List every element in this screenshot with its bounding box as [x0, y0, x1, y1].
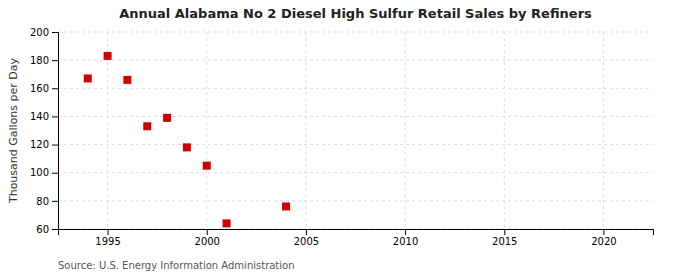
point [282, 202, 290, 210]
axis-line [52, 33, 59, 230]
tick: 2020 [591, 229, 616, 247]
tick-mark [52, 88, 58, 89]
tick-label: 2020 [591, 236, 616, 247]
tick-label: 200 [30, 27, 49, 38]
tick: 1995 [95, 229, 120, 247]
tick: 80 [36, 196, 58, 207]
point [223, 219, 231, 227]
point [123, 76, 131, 84]
grid-line [58, 32, 653, 33]
tick-mark [52, 32, 58, 33]
point [104, 52, 112, 60]
point [143, 122, 151, 130]
tick-label: 180 [30, 55, 49, 66]
point [183, 143, 191, 151]
point [163, 114, 171, 122]
tick-label: 2000 [195, 236, 220, 247]
y-axis: 60 80 100 120 140 160 180 200 [30, 27, 59, 235]
points [84, 52, 290, 227]
tick-mark [52, 60, 58, 61]
tick-mark [52, 173, 58, 174]
grid-line [405, 32, 406, 229]
grid-line [58, 116, 653, 117]
title: Annual Alabama No 2 Diesel High Sulfur R… [119, 6, 592, 21]
tick-mark [52, 229, 58, 230]
tick-mark [405, 229, 406, 235]
tick: 120 [30, 139, 58, 150]
tick: 60 [36, 224, 58, 235]
grid-line [305, 32, 306, 229]
point [203, 162, 211, 170]
tick: 160 [30, 83, 58, 94]
tick-label: 2015 [492, 236, 517, 247]
grid-line [58, 172, 653, 173]
tick-mark [306, 229, 307, 235]
plot: 1995 2000 2005 2010 2015 2020 60 80 100 120 140 160… [30, 27, 654, 247]
grid-line [504, 32, 505, 229]
tick-label: 60 [36, 224, 49, 235]
chart: 1995 2000 2005 2010 2015 2020 60 80 100 120 140 160… [0, 0, 675, 275]
axis-line [59, 230, 654, 236]
tick-mark [52, 145, 58, 146]
tick: 140 [30, 111, 58, 122]
grid-line [603, 32, 604, 229]
tick-label: 1995 [95, 236, 120, 247]
tick: 2010 [393, 229, 418, 247]
tick-mark [52, 201, 58, 202]
tick-label: 140 [30, 111, 49, 122]
tick-label: 2005 [294, 236, 319, 247]
x-axis: 1995 2000 2005 2010 2015 2020 [59, 229, 654, 247]
tick: 100 [30, 167, 58, 178]
tick: 2005 [294, 229, 319, 247]
point [84, 74, 92, 82]
grid [58, 32, 653, 229]
tick-mark [603, 229, 604, 235]
tick: 2015 [492, 229, 517, 247]
tick-mark [108, 229, 109, 235]
tick-label: 120 [30, 139, 49, 150]
tick-mark [504, 229, 505, 235]
tick-label: 80 [36, 196, 49, 207]
tick: 2000 [195, 229, 220, 247]
grid-line [206, 32, 207, 229]
tick-mark [52, 116, 58, 117]
grid-line [58, 200, 653, 201]
tick: 200 [30, 27, 58, 38]
tick-label: 2010 [393, 236, 418, 247]
tick-label: 100 [30, 167, 49, 178]
tick-mark [207, 229, 208, 235]
tick: 180 [30, 55, 58, 66]
annotation: Source: U.S. Energy Information Administ… [58, 260, 295, 271]
grid-line [58, 88, 653, 89]
tick-label: 160 [30, 83, 49, 94]
grid-line [58, 144, 653, 145]
grid-line [107, 32, 108, 229]
y-axis-title: Thousand Gallons per Day [7, 57, 20, 204]
grid-line [58, 60, 653, 61]
